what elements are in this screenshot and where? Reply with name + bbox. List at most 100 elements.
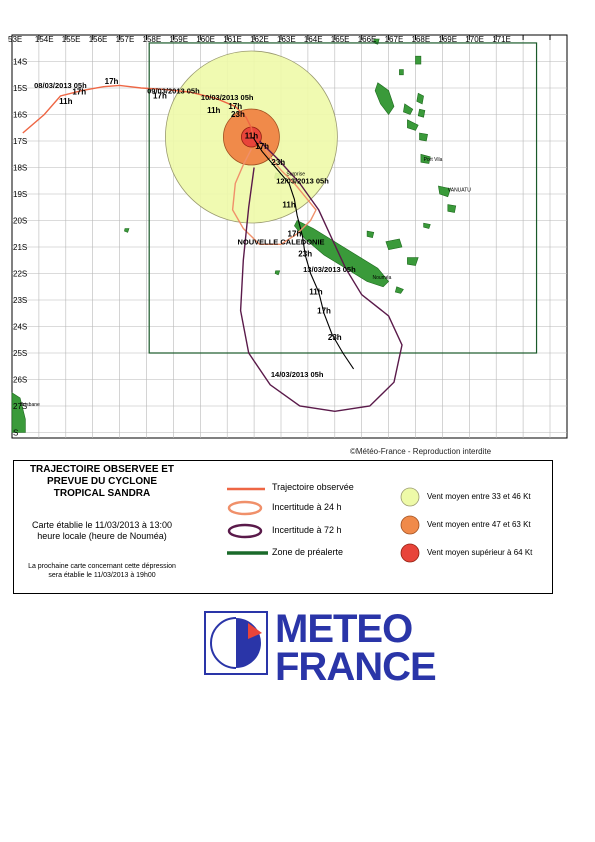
logo-line-france: FRANCE [275, 645, 437, 689]
track-label: 10/03/2013 05h [201, 93, 254, 102]
lat-label: 24S [13, 323, 27, 332]
lon-label: 168E [412, 35, 431, 44]
land-loyalty-1 [385, 238, 403, 251]
land-vanuatu-2 [403, 103, 414, 115]
land-espiritu-santo [374, 82, 395, 116]
forecast-track [252, 136, 355, 370]
lat-label: 16S [13, 111, 27, 120]
track-label: 23h [231, 110, 245, 119]
legend-next-map: La prochaine carte concernant cette dépr… [28, 563, 176, 579]
legend-uncertainty-72h: Incertitude à 72 h [272, 525, 342, 535]
lat-label: 21S [13, 243, 27, 252]
legend-alert-zone: Zone de préalerte [272, 547, 344, 557]
lat-label: S [13, 429, 18, 438]
track-label: NOUVELLE CALEDONIE [237, 237, 324, 246]
lon-label: 164E [304, 35, 323, 44]
legend-title: TRAJECTOIRE OBSERVEE ET PREVUE DU CYCLON… [29, 464, 175, 499]
track-label: 12/03/2013 05h [276, 176, 329, 185]
land-vanuatu-3 [419, 132, 428, 142]
logo-line-meteo: METEO [275, 607, 413, 651]
place-label: Surprise [286, 171, 305, 177]
lat-label: 14S [13, 58, 27, 67]
lat-label: 27S [13, 402, 27, 411]
land-small-2 [274, 270, 281, 276]
legend-map-info: Carte établie le 11/03/2013 à 13:00 heur… [32, 520, 172, 541]
legend-box [13, 460, 553, 594]
track-label: 11h [207, 106, 220, 115]
land-isle-of-pines [394, 286, 404, 294]
legend-uncertainty-24h: Incertitude à 24 h [272, 502, 342, 512]
lon-label: 165E [331, 35, 350, 44]
land-vanuatu-5 [417, 108, 426, 118]
land-new-caledonia [294, 220, 390, 288]
lat-label: 23S [13, 296, 27, 305]
track-label: 17h [317, 306, 331, 315]
track-label: 11h [245, 131, 258, 140]
land-vanuatu-north-2 [399, 69, 404, 76]
legend-observed-track: Trajectoire observée [272, 482, 354, 492]
lon-label: 171E [492, 35, 511, 44]
observed-track [22, 84, 254, 138]
lat-label: 22S [13, 270, 27, 279]
lon-label: 53E [8, 35, 22, 44]
place-label: Port Vila [424, 157, 443, 163]
track-label: 23h [271, 158, 285, 167]
lon-label: 154E [35, 35, 54, 44]
land-erromango [438, 185, 451, 198]
legend-wind-47-63: Vent moyen entre 47 et 63 Kt [427, 520, 531, 529]
track-label: 11h [59, 97, 72, 106]
land-vanuatu-north-1 [415, 55, 422, 65]
lon-label: 170E [465, 35, 484, 44]
track-label: 17h [153, 92, 167, 101]
track-label: 23h [298, 249, 312, 258]
lat-label: 18S [13, 164, 27, 173]
lon-label: 156E [89, 35, 108, 44]
land-small-1 [423, 222, 431, 229]
lat-label: 17S [13, 137, 27, 146]
land-loyalty-3 [366, 230, 375, 239]
copyright-notice: ©Météo-France - Reproduction interdite [350, 447, 492, 456]
lat-label: 25S [13, 349, 27, 358]
land-loyalty-2 [407, 257, 419, 266]
tracks [22, 84, 403, 413]
land-small-3 [124, 228, 130, 233]
lat-label: 19S [13, 190, 27, 199]
uncertainty-24h [231, 143, 317, 245]
map-axis-labels: 53E 154E 155E 156E 157E 158E 159E 160E 161E 162E 1… [8, 35, 511, 438]
land-vanuatu-4 [416, 92, 424, 105]
lon-label: 158E [143, 35, 162, 44]
legend-wind-33-46: Vent moyen entre 33 et 46 Kt [427, 492, 531, 501]
lon-label: 163E [277, 35, 296, 44]
track-label: 17h [255, 142, 269, 151]
lon-label: 162E [250, 35, 269, 44]
lon-label: 167E [385, 35, 404, 44]
lon-label: 160E [196, 35, 215, 44]
lon-label: 159E [169, 35, 188, 44]
track-label: 14/03/2013 05h [271, 370, 324, 379]
land-australia [11, 392, 26, 433]
lat-label: 26S [13, 376, 27, 385]
wind-zones [148, 42, 538, 354]
lon-label: 157E [116, 35, 135, 44]
track-label: 23h [328, 333, 342, 342]
place-label: Nouméa [372, 275, 391, 281]
track-label: 13/03/2013 05h [303, 265, 356, 274]
land-tanna [447, 204, 457, 213]
lon-label: 155E [62, 35, 81, 44]
land-malekula [407, 119, 419, 131]
track-label: 17h [72, 88, 86, 97]
track-label: 17h [105, 77, 119, 86]
track-label: 11h [282, 200, 295, 209]
uncertainty-72h [239, 140, 403, 413]
meteo-france-logo-text: METEO FRANCE [275, 607, 437, 689]
legend-wind-64: Vent moyen supérieur à 64 Kt [427, 548, 533, 557]
lon-label: 169E [438, 35, 457, 44]
track-label: 08/03/2013 05h [34, 81, 87, 90]
track-label: 17h [288, 229, 302, 238]
track-label: 11h [309, 288, 322, 297]
lon-label: 166E [358, 35, 377, 44]
place-label: Brisbane [20, 402, 40, 408]
meteo-france-logo-mark [204, 611, 268, 675]
